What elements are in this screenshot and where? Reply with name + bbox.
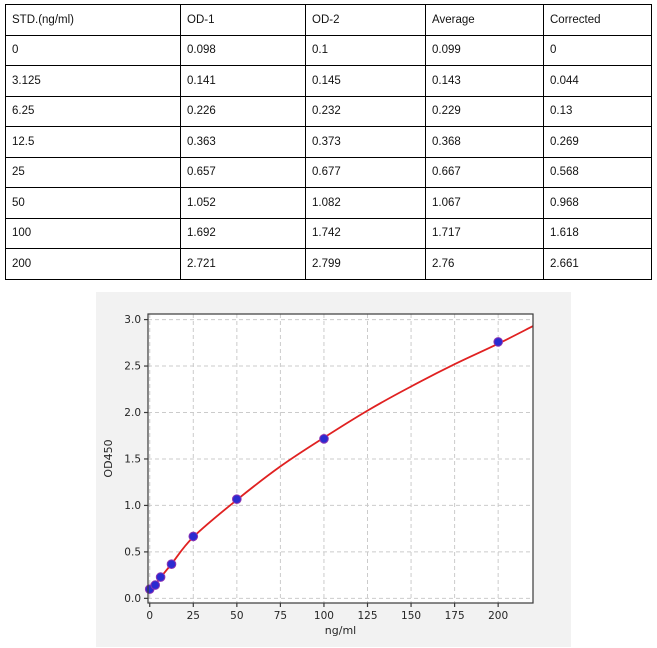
table-header-cell: Average <box>425 4 544 36</box>
data-point <box>166 559 177 570</box>
y-tick-label: 0.5 <box>124 546 141 558</box>
x-axis-label: ng/ml <box>325 624 356 637</box>
x-tick-label: 175 <box>445 610 465 622</box>
standards-table: STD.(ng/ml) OD-1 OD-2 Average Corrected 0 0.0… <box>5 4 652 280</box>
table-header-cell: OD-1 <box>180 4 306 36</box>
table-cell: 0.143 <box>425 65 544 97</box>
table-body: 0 0.098 0.1 0.099 0 3.125 0.141 0.145 0.143 0.044… <box>5 34 652 280</box>
x-tick-label: 125 <box>357 610 377 622</box>
table-cell: 0.368 <box>425 126 544 158</box>
y-tick-label: 0.0 <box>124 593 141 605</box>
x-tick-label: 150 <box>401 610 421 622</box>
y-tick-label: 1.5 <box>124 453 141 465</box>
x-tick-label: 200 <box>488 610 508 622</box>
data-point <box>493 337 504 347</box>
table-cell: 2.721 <box>180 248 306 280</box>
table-row: 3.125 0.141 0.145 0.143 0.044 <box>5 65 652 97</box>
table-cell: 0.13 <box>543 95 652 127</box>
table-cell: 0.145 <box>305 65 426 97</box>
table-row: 12.5 0.363 0.373 0.368 0.269 <box>5 126 652 158</box>
table-cell: 100 <box>5 217 181 249</box>
table-cell: 0.373 <box>305 126 426 158</box>
y-tick-label: 2.0 <box>124 407 141 419</box>
table-cell: 1.742 <box>305 217 426 249</box>
x-tick-label: 100 <box>314 610 334 622</box>
table-cell: 0.667 <box>425 156 544 188</box>
table-cell: 0.099 <box>425 34 544 66</box>
table-cell: 1.052 <box>180 187 306 219</box>
table-cell: 0.098 <box>180 34 306 66</box>
table-cell: 0.232 <box>305 95 426 127</box>
table-header-cell: OD-2 <box>305 4 426 36</box>
table-cell: 25 <box>5 156 181 188</box>
table-cell: 0.1 <box>305 34 426 66</box>
table-cell: 0 <box>543 34 652 66</box>
table-cell: 0.229 <box>425 95 544 127</box>
y-tick-label: 3.0 <box>124 314 141 326</box>
x-tick-label: 25 <box>187 610 200 622</box>
table-cell: 200 <box>5 248 181 280</box>
table-cell: 2.76 <box>425 248 544 280</box>
table-cell: 0.568 <box>543 156 652 188</box>
data-point <box>150 580 161 590</box>
table-cell: 1.067 <box>425 187 544 219</box>
table-cell: 6.25 <box>5 95 181 127</box>
table-row: 6.25 0.226 0.232 0.229 0.13 <box>5 95 652 127</box>
table-cell: 1.692 <box>180 217 306 249</box>
table-cell: 0.968 <box>543 187 652 219</box>
table-cell: 0.226 <box>180 95 306 127</box>
table-cell: 0.677 <box>305 156 426 188</box>
y-axis-label: OD450 <box>102 439 115 477</box>
y-tick-label: 1.0 <box>124 500 141 512</box>
y-tick-label: 2.5 <box>124 361 141 373</box>
table-cell: 12.5 <box>5 126 181 158</box>
table-cell: 50 <box>5 187 181 219</box>
table-header-row: STD.(ng/ml) OD-1 OD-2 Average Corrected <box>5 4 652 36</box>
table-header-cell: Corrected <box>543 4 652 36</box>
x-tick-label: 75 <box>274 610 287 622</box>
table-row: 200 2.721 2.799 2.76 2.661 <box>5 248 652 280</box>
table-cell: 0.657 <box>180 156 306 188</box>
table-head: STD.(ng/ml) OD-1 OD-2 Average Corrected <box>5 4 652 36</box>
table-cell: 3.125 <box>5 65 181 97</box>
table-row: 25 0.657 0.677 0.667 0.568 <box>5 156 652 188</box>
table-cell: 1.618 <box>543 217 652 249</box>
data-point <box>188 531 199 542</box>
x-tick-label: 50 <box>230 610 243 622</box>
data-point <box>232 494 242 504</box>
table-row: 0 0.098 0.1 0.099 0 <box>5 34 652 66</box>
standard-curve-chart: 0 25 50 75 100 125 150 175 200 0.0 0.5 1.0 1.5 2.0 2.5… <box>96 292 571 647</box>
table-row: 50 1.052 1.082 1.067 0.968 <box>5 187 652 219</box>
table-cell: 1.717 <box>425 217 544 249</box>
chart-panel: 0 25 50 75 100 125 150 175 200 0.0 0.5 1.0 1.5 2.0 2.5… <box>96 292 571 647</box>
table-cell: 0.141 <box>180 65 306 97</box>
table-cell: 2.799 <box>305 248 426 280</box>
data-point <box>319 434 329 444</box>
table-cell: 2.661 <box>543 248 652 280</box>
x-tick-label: 0 <box>146 610 153 622</box>
table-cell: 0.269 <box>543 126 652 158</box>
table-header-cell: STD.(ng/ml) <box>5 4 181 36</box>
table-row: 100 1.692 1.742 1.717 1.618 <box>5 217 652 249</box>
table-cell: 0.363 <box>180 126 306 158</box>
table-cell: 0.044 <box>543 65 652 97</box>
data-point <box>155 572 166 582</box>
table-cell: 1.082 <box>305 187 426 219</box>
table-cell: 0 <box>5 34 181 66</box>
